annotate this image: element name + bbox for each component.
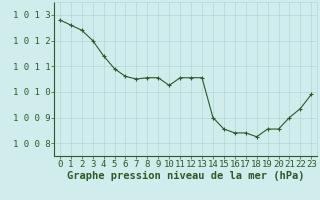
X-axis label: Graphe pression niveau de la mer (hPa): Graphe pression niveau de la mer (hPa) [67, 171, 304, 181]
